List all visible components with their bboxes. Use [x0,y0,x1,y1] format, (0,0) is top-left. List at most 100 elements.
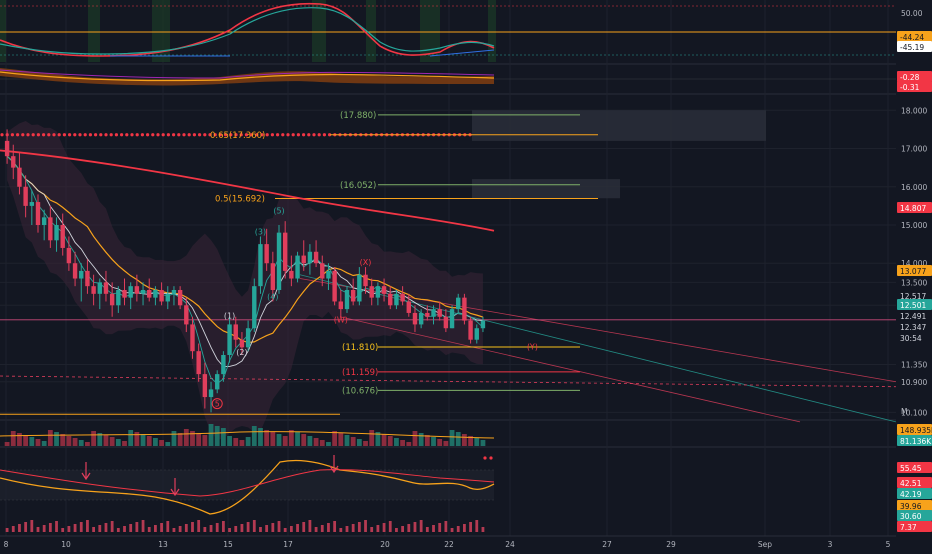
candle-body[interactable] [177,290,183,306]
candle-body[interactable] [468,320,473,340]
ao-histogram-pane[interactable] [0,68,896,86]
candle-body[interactable] [202,374,208,398]
candle-body[interactable] [320,263,325,279]
candle-body[interactable] [221,355,226,375]
candle-body[interactable] [116,290,121,306]
candle-body[interactable] [338,301,344,310]
candle-body[interactable] [375,286,381,298]
candle-body[interactable] [276,232,282,290]
candle-body[interactable] [400,293,405,302]
candle-body[interactable] [258,244,263,287]
price-axis[interactable]: 18.00017.00016.00015.00014.00013.50012.9… [897,9,932,532]
candle-body[interactable] [245,328,251,348]
candle-body[interactable] [363,274,368,287]
candle-body[interactable] [357,274,362,302]
candle-body[interactable] [301,255,306,264]
time-axis[interactable]: 8 10 13 15 17 20 22 24 27 29 Sep 3 5 [0,535,896,549]
candle-body[interactable] [79,270,84,279]
candle-body[interactable] [394,293,399,306]
candle-body[interactable] [196,351,201,375]
top-oscillator-pane[interactable] [0,0,896,62]
candle-body[interactable] [344,290,350,310]
candle-body[interactable] [122,290,127,298]
candle-body[interactable] [17,167,22,187]
candle-body[interactable] [165,293,170,302]
candle-body[interactable] [72,263,78,279]
candle-body[interactable] [412,312,418,325]
candle-body[interactable] [60,225,65,248]
candle-body[interactable] [289,270,294,279]
candle-body[interactable] [48,217,53,241]
candle-body[interactable] [369,286,374,298]
candle-body[interactable] [208,389,214,398]
candle-body[interactable] [295,255,300,279]
candle-body[interactable] [190,324,195,352]
candle-body[interactable] [11,156,16,168]
candle-body[interactable] [443,316,449,329]
rsi-tag: 39.96 [900,502,922,511]
candle-body[interactable] [109,293,115,306]
candle-body[interactable] [91,286,96,294]
candle-body[interactable] [313,251,319,264]
candle-body[interactable] [128,286,133,298]
candle-body[interactable] [456,297,461,310]
candle-body[interactable] [425,312,430,317]
candle-body[interactable] [227,324,232,355]
candle-body[interactable] [233,324,238,340]
fib-dot [31,133,35,137]
fib-dot [10,133,14,137]
candle-body[interactable] [350,290,356,302]
candle-body[interactable] [54,225,59,241]
candle-body[interactable] [159,290,164,302]
candle-body[interactable] [431,309,436,317]
candle-body[interactable] [41,217,47,225]
candle-body[interactable] [184,305,189,325]
candle-body[interactable] [282,232,288,271]
candle-body[interactable] [480,320,486,329]
candle-body[interactable] [140,290,146,294]
candle-body[interactable] [462,297,467,321]
volume-pane[interactable] [0,424,495,446]
histogram-bar [419,520,423,532]
candle-body[interactable] [418,312,424,325]
candle-body[interactable] [4,140,10,157]
candle-body[interactable] [171,290,177,294]
candle-body[interactable] [35,202,41,225]
histogram-bar [147,527,151,532]
candle-body[interactable] [474,328,479,340]
candle-body[interactable] [134,286,140,294]
candle-body[interactable] [85,270,90,287]
candle-body[interactable] [23,186,28,206]
candle-body[interactable] [406,301,411,313]
candle-body[interactable] [381,286,387,294]
volume-bar [109,437,115,446]
candle-body[interactable] [326,270,331,279]
candle-body[interactable] [388,293,393,306]
bottom-oscillator-pane[interactable] [0,455,495,532]
candle-body[interactable] [215,374,220,390]
bollinger-cloud [7,120,483,440]
histogram-bar [123,526,126,532]
volume-bar [443,441,449,446]
histogram-bar [234,526,238,532]
candle-body[interactable] [97,282,102,294]
price-pane[interactable]: (17.880) 0.65(17.360) (16.052) 0.5(15.692) (… [0,109,897,440]
candle-body[interactable] [147,290,152,298]
candle-body[interactable] [307,251,313,264]
candle-body[interactable] [239,339,245,348]
candle-body[interactable] [103,282,109,294]
candle-body[interactable] [264,244,269,264]
candle-body[interactable] [449,309,455,329]
candle-body[interactable] [153,290,158,298]
volume-bar [350,437,356,446]
histogram-bar [413,522,417,532]
candle-body[interactable] [252,286,257,329]
candle-body[interactable] [270,263,276,290]
fib-dot [322,133,326,137]
candle-body[interactable] [29,202,35,206]
candle-body[interactable] [437,309,442,317]
candle-body[interactable] [66,247,72,264]
candle-body[interactable] [332,270,337,302]
